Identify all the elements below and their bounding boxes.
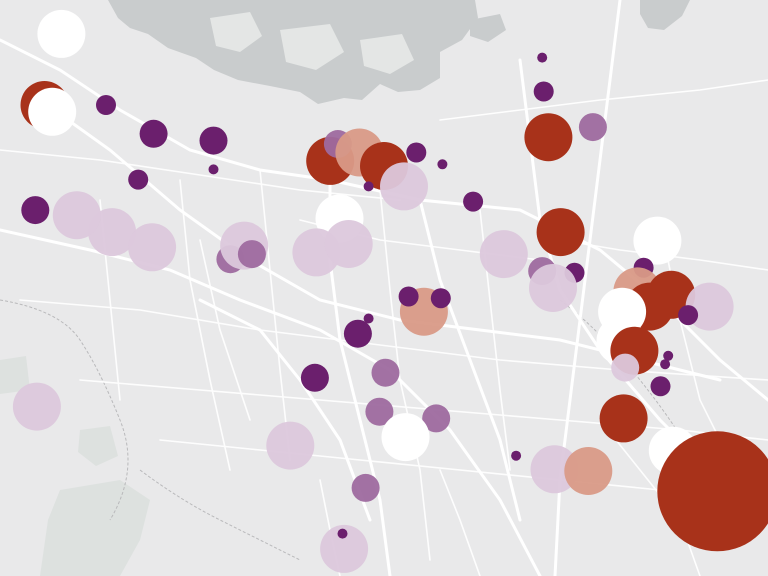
map-marker-low[interactable] [406, 142, 427, 163]
map-marker-low[interactable] [363, 181, 374, 192]
parkland [0, 356, 150, 576]
map-marker-very-high[interactable] [524, 113, 573, 162]
map-marker-none[interactable] [37, 9, 86, 58]
map-marker-very-low[interactable] [12, 382, 61, 431]
map-marker-mid[interactable] [365, 397, 394, 426]
map-marker-low[interactable] [21, 196, 50, 225]
map-marker-low[interactable] [300, 363, 329, 392]
map-marker-low[interactable] [199, 126, 228, 155]
map-marker-low[interactable] [139, 119, 168, 148]
map-marker-low[interactable] [363, 313, 374, 324]
map-marker-low[interactable] [337, 528, 348, 539]
map-marker-low[interactable] [533, 81, 554, 102]
map-marker-low[interactable] [208, 164, 219, 175]
map-marker-very-low[interactable] [380, 162, 428, 211]
map-marker-very-low[interactable] [128, 223, 177, 272]
map-marker-mid[interactable] [578, 113, 607, 142]
map-marker-very-low[interactable] [52, 191, 101, 240]
map-marker-very-low[interactable] [611, 353, 640, 382]
map-marker-very-high[interactable] [536, 208, 585, 257]
map-marker-low[interactable] [463, 191, 484, 212]
map-marker-mid[interactable] [237, 240, 266, 269]
map-marker-low[interactable] [537, 52, 548, 63]
map-marker-low[interactable] [128, 169, 149, 190]
map-marker-none[interactable] [633, 216, 682, 265]
map-marker-mid[interactable] [351, 473, 380, 502]
map-marker-very-low[interactable] [324, 220, 373, 268]
map-marker-low[interactable] [678, 305, 699, 326]
map-marker-mid[interactable] [371, 358, 400, 387]
map-marker-low[interactable] [437, 159, 448, 170]
map-marker-very-low[interactable] [685, 282, 734, 331]
map-marker-mid[interactable] [422, 404, 451, 433]
map-marker-low[interactable] [430, 288, 451, 309]
salt-ponds [210, 12, 414, 74]
map-marker-very-low[interactable] [479, 230, 528, 279]
map-marker-high[interactable] [564, 447, 613, 495]
map-marker-low[interactable] [663, 350, 674, 361]
map-marker-very-low[interactable] [266, 421, 315, 470]
map-marker-low[interactable] [660, 359, 671, 370]
map-marker-none[interactable] [28, 87, 77, 136]
map-marker-low[interactable] [650, 376, 671, 397]
map-marker-low[interactable] [96, 95, 116, 115]
map-marker-none[interactable] [381, 413, 430, 462]
map-marker-low[interactable] [343, 319, 372, 348]
map-marker-very-high[interactable] [599, 394, 648, 443]
map-marker-very-low[interactable] [529, 264, 577, 312]
map-marker-low[interactable] [511, 450, 522, 461]
map-marker-low[interactable] [398, 286, 419, 307]
map-marker-very-low[interactable] [320, 524, 369, 573]
map-marker-very-low[interactable] [530, 445, 579, 494]
map-marker-very-high[interactable] [657, 431, 768, 552]
